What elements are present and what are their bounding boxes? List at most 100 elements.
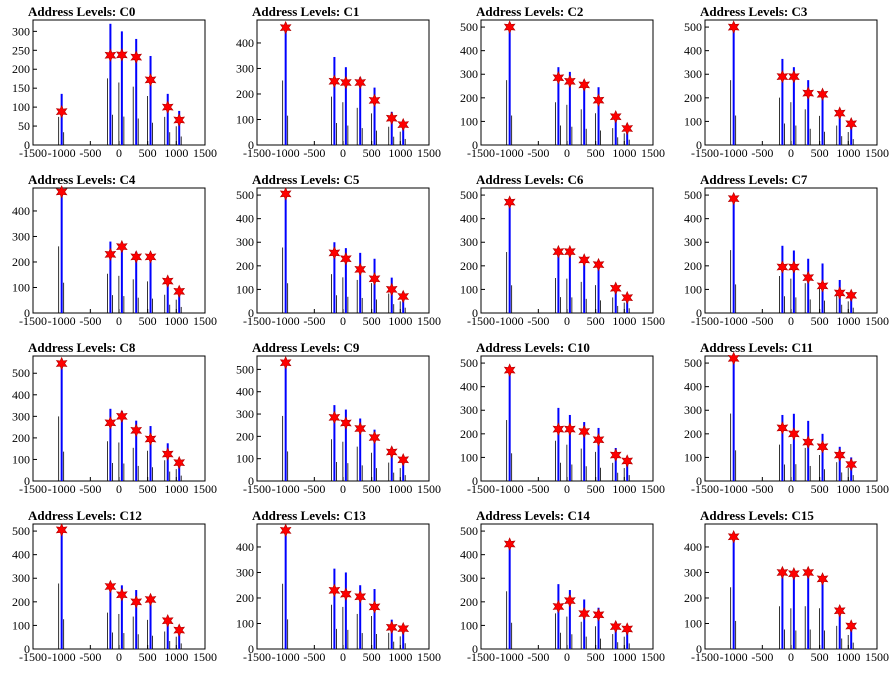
x-tick-label: 1000 [836, 650, 860, 664]
bar [626, 626, 629, 649]
y-tick-label: 400 [236, 36, 254, 50]
bar [568, 71, 571, 145]
bar [359, 252, 362, 313]
y-tick-label: 100 [684, 114, 702, 128]
x-tick-label: 0 [116, 314, 122, 328]
y-tick-label: 0 [24, 642, 30, 656]
panel-title: Address Levels: C15 [700, 508, 814, 523]
bar [333, 242, 336, 313]
bar [60, 191, 63, 313]
level-marker [816, 279, 829, 293]
y-tick-label: 400 [236, 212, 254, 226]
level-marker [354, 589, 367, 604]
bar [614, 284, 617, 313]
bar [333, 405, 336, 481]
level-marker [385, 282, 398, 297]
level-marker [845, 288, 858, 303]
panel-11: Address Levels: C11 0 100 200 300 400 500 -1500… [684, 340, 889, 496]
panel-0: Address Levels: C0 0 50 100 150 200 250 300 -150… [12, 4, 217, 160]
y-tick-label: 300 [460, 403, 478, 417]
x-tick-label: -1000 [496, 650, 524, 664]
level-marker [328, 246, 341, 260]
bar [60, 529, 63, 649]
bar [402, 457, 405, 481]
x-tick-label: -1000 [720, 650, 748, 664]
y-tick-label: 0 [248, 306, 254, 320]
bar [344, 572, 347, 649]
panel-title: Address Levels: C4 [28, 172, 136, 187]
y-tick-label: 200 [12, 62, 30, 76]
panel-title: Address Levels: C2 [476, 4, 583, 19]
bar [792, 250, 795, 313]
y-tick-label: 100 [460, 114, 478, 128]
bar [373, 258, 376, 313]
x-tick-label: -1000 [48, 146, 76, 160]
level-marker [385, 445, 398, 459]
level-marker [802, 565, 815, 580]
y-tick-label: 300 [684, 235, 702, 249]
bar [149, 255, 152, 313]
y-tick-label: 0 [248, 642, 254, 656]
x-tick-label: 500 [811, 314, 829, 328]
x-tick-label: -500 [751, 650, 773, 664]
x-tick-label: -1000 [272, 482, 300, 496]
level-marker [173, 455, 186, 470]
y-tick-label: 200 [684, 591, 702, 605]
bar [597, 87, 600, 145]
x-tick-label: -1000 [48, 314, 76, 328]
level-marker [161, 447, 174, 461]
panel-15: Address Levels: C15 0 100 200 300 400 -1500 -10… [684, 508, 889, 664]
panel-title: Address Levels: C9 [252, 340, 360, 355]
level-marker [385, 111, 398, 125]
y-tick-label: 500 [12, 524, 30, 538]
y-tick-label: 400 [236, 540, 254, 554]
panel-8: Address Levels: C80100200300400500-1500-… [12, 340, 217, 496]
x-tick-label: -1000 [48, 650, 76, 664]
bar [597, 427, 600, 481]
bar [838, 109, 841, 145]
level-marker [564, 74, 576, 89]
x-tick-label: 1000 [164, 146, 188, 160]
level-marker [816, 440, 829, 454]
panel-title: Address Levels: C8 [28, 340, 136, 355]
level-marker [816, 572, 829, 586]
bar [807, 258, 810, 313]
x-tick-label: 1500 [641, 650, 665, 664]
x-tick-label: -500 [79, 650, 101, 664]
x-tick-label: 500 [139, 146, 157, 160]
bar [792, 575, 795, 649]
y-tick-label: 0 [696, 642, 702, 656]
x-tick-label: 1000 [612, 650, 636, 664]
panel-7: Address Levels: C70100200300400500-1500-… [684, 172, 889, 328]
x-tick-label: 500 [363, 146, 381, 160]
x-tick-label: 1500 [865, 314, 889, 328]
level-marker [161, 100, 174, 114]
x-tick-label: -1500 [467, 314, 495, 328]
bar [344, 67, 347, 145]
y-tick-label: 0 [472, 474, 478, 488]
bar [597, 262, 600, 313]
bar [149, 55, 152, 145]
level-marker [776, 260, 789, 274]
y-tick-label: 200 [460, 595, 478, 609]
bar [583, 599, 586, 649]
bar [614, 447, 617, 481]
level-marker [354, 75, 367, 90]
level-marker [55, 104, 68, 119]
x-tick-label: -500 [79, 314, 101, 328]
y-tick-label: 400 [684, 44, 702, 58]
y-tick-label: 200 [236, 591, 254, 605]
panel-title: Address Levels: C6 [476, 172, 584, 187]
x-tick-label: -1000 [272, 650, 300, 664]
level-marker [552, 244, 565, 259]
y-tick-label: 100 [12, 452, 30, 466]
x-tick-label: 1500 [417, 314, 441, 328]
level-marker [788, 566, 800, 581]
x-tick-label: 0 [116, 482, 122, 496]
bar [732, 358, 735, 481]
y-tick-label: 500 [684, 356, 702, 370]
bar [583, 256, 586, 313]
x-tick-label: 1500 [193, 650, 217, 664]
level-marker [552, 422, 565, 436]
